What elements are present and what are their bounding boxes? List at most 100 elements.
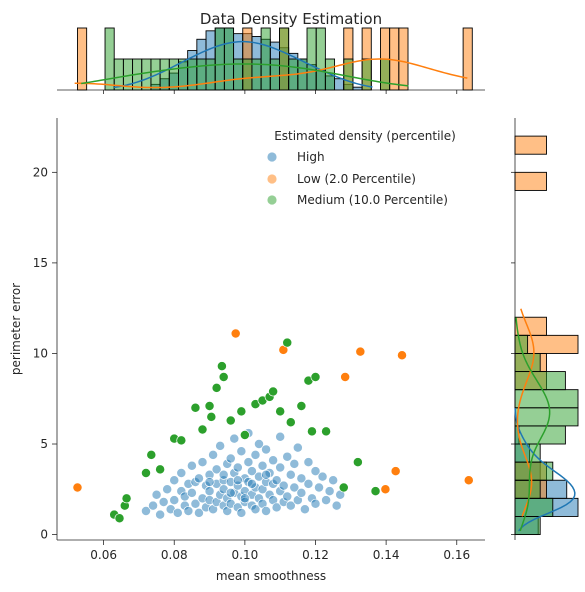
- marginal-x-bar-low-2-0-percentile: [462, 27, 473, 91]
- legend: Estimated density (percentile) High Low …: [267, 129, 456, 207]
- point-high: [296, 473, 307, 484]
- point-medium-10-0-percentile: [197, 424, 208, 435]
- x-tick-label: 0.16: [443, 548, 470, 562]
- point-high: [243, 457, 254, 468]
- point-high: [225, 487, 236, 498]
- point-low-2-0-percentile: [397, 350, 407, 361]
- point-high: [232, 475, 243, 486]
- point-high: [225, 453, 236, 464]
- legend-label-high: High: [297, 150, 325, 164]
- point-high: [292, 442, 303, 453]
- legend-marker-high: [267, 152, 277, 162]
- marginal-y-bar-low-2-0-percentile: [514, 316, 547, 336]
- point-medium-10-0-percentile: [352, 457, 363, 468]
- point-high: [148, 500, 158, 511]
- point-medium-10-0-percentile: [190, 402, 201, 413]
- point-high: [289, 458, 300, 469]
- point-medium-10-0-percentile: [146, 449, 157, 460]
- point-low-2-0-percentile: [380, 484, 391, 495]
- marginal-y-kde-high: [514, 408, 576, 532]
- marginal-y-bar-medium-10-0-percentile: [514, 479, 541, 499]
- legend-marker-medium: [267, 195, 277, 205]
- point-medium-10-0-percentile: [141, 468, 151, 478]
- legend-entry-high: High: [267, 150, 325, 164]
- marginal-x-bar-medium-10-0-percentile: [315, 27, 326, 91]
- point-high: [289, 482, 300, 493]
- point-high: [211, 464, 222, 475]
- marginal-x-kde-high: [113, 40, 373, 89]
- point-high: [215, 440, 226, 451]
- point-high: [317, 471, 328, 482]
- point-medium-10-0-percentile: [239, 430, 250, 440]
- point-medium-10-0-percentile: [225, 415, 236, 426]
- marginal-x-bar-medium-10-0-percentile: [141, 58, 152, 91]
- point-high: [169, 475, 180, 486]
- marginal-y-kde-low-2-0-percentile: [516, 308, 535, 517]
- point-high: [303, 457, 314, 468]
- point-high: [141, 506, 151, 516]
- point-high: [310, 498, 321, 509]
- point-high: [321, 495, 332, 506]
- point-medium-10-0-percentile: [275, 406, 286, 417]
- marginal-y-bar-medium-10-0-percentile: [514, 407, 579, 427]
- point-high: [194, 473, 204, 484]
- x-tick-label: 0.12: [302, 548, 329, 562]
- point-high: [190, 498, 201, 509]
- y-axis-label: perimeter error: [9, 283, 23, 375]
- chart-title: Data Density Estimation: [200, 10, 382, 28]
- point-medium-10-0-percentile: [282, 337, 293, 348]
- point-high: [324, 486, 335, 497]
- marginal-x-bar-low-2-0-percentile: [398, 27, 409, 91]
- point-high: [328, 475, 339, 486]
- point-medium-10-0-percentile: [176, 435, 187, 446]
- marginal-x-kde-medium-10-0-percentile: [81, 63, 409, 87]
- point-high: [176, 468, 187, 478]
- point-low-2-0-percentile: [355, 346, 366, 357]
- point-high: [162, 484, 173, 495]
- legend-entry-medium: Medium (10.0 Percentile): [267, 193, 448, 207]
- point-high: [208, 449, 219, 460]
- x-tick-label: 0.14: [373, 548, 400, 562]
- marginal-x-bar-medium-10-0-percentile: [260, 27, 271, 91]
- point-high: [278, 480, 289, 491]
- marginal-x-bar-medium-10-0-percentile: [269, 58, 280, 91]
- point-medium-10-0-percentile: [268, 386, 279, 397]
- x-tick-label: 0.06: [90, 548, 117, 562]
- marginal-y-bar-medium-10-0-percentile: [514, 461, 554, 481]
- marginal-x-bar-low-2-0-percentile: [77, 27, 88, 91]
- point-high: [254, 439, 264, 449]
- marginal-x-bar-medium-10-0-percentile: [279, 27, 290, 91]
- point-high: [204, 486, 215, 497]
- point-high: [275, 431, 286, 442]
- legend-title: Estimated density (percentile): [274, 129, 456, 143]
- point-medium-10-0-percentile: [370, 486, 381, 497]
- point-high: [257, 460, 268, 471]
- point-high: [303, 478, 314, 489]
- marginal-y-bar-medium-10-0-percentile: [514, 334, 529, 354]
- point-high: [151, 489, 162, 500]
- point-high: [296, 487, 307, 498]
- point-high: [261, 444, 272, 455]
- point-medium-10-0-percentile: [296, 401, 307, 411]
- y-tick-label: 15: [33, 256, 48, 270]
- point-low-2-0-percentile: [463, 475, 474, 486]
- point-high: [229, 433, 240, 444]
- point-high: [236, 446, 247, 457]
- marginal-x-bar-medium-10-0-percentile: [205, 58, 216, 91]
- point-medium-10-0-percentile: [236, 406, 247, 417]
- point-medium-10-0-percentile: [121, 493, 132, 504]
- point-high: [271, 475, 282, 486]
- y-tick-label: 5: [40, 437, 48, 451]
- point-medium-10-0-percentile: [338, 482, 349, 493]
- point-medium-10-0-percentile: [204, 401, 215, 411]
- point-high: [299, 504, 310, 515]
- scatter-points: [72, 328, 474, 524]
- point-high: [172, 507, 183, 518]
- marginal-x-plot: [57, 27, 485, 94]
- y-tick-label: 20: [33, 165, 48, 179]
- point-high: [285, 500, 296, 511]
- y-tick-label: 10: [33, 346, 48, 360]
- x-axis-label: mean smoothness: [216, 569, 326, 583]
- x-ticks: 0.06 0.08 0.10 0.12 0.14 0.16: [90, 540, 470, 562]
